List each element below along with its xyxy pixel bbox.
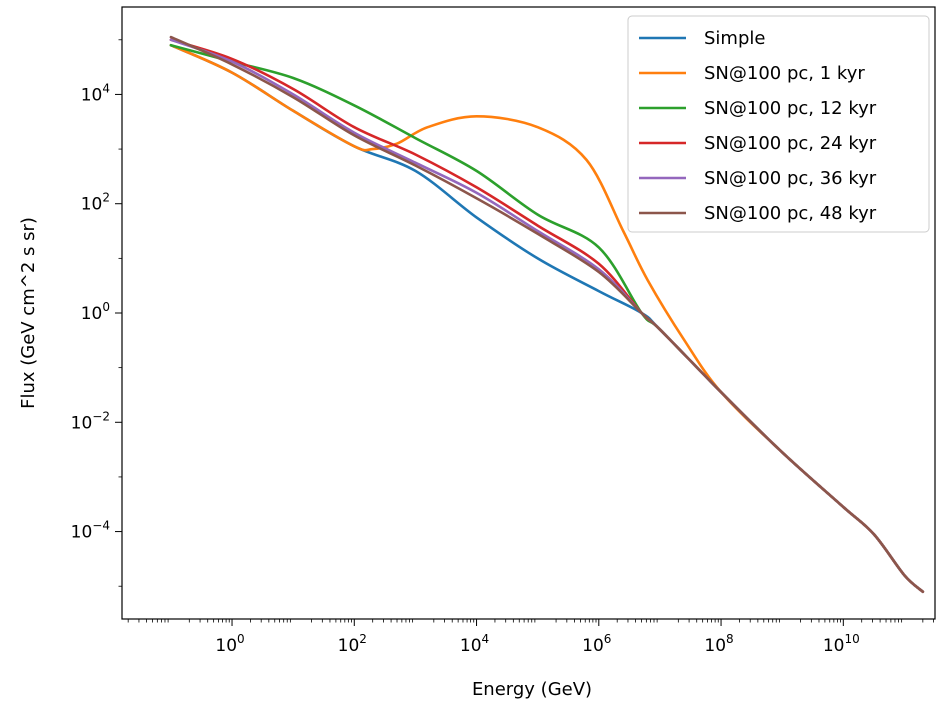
legend-entry-3: SN@100 pc, 24 kyr — [704, 133, 877, 154]
y-tick-label: 102 — [81, 191, 110, 215]
legend-entry-2: SN@100 pc, 12 kyr — [704, 98, 877, 119]
legend-entry-1: SN@100 pc, 1 kyr — [704, 63, 865, 84]
x-tick-label: 106 — [582, 632, 611, 656]
y-axis-ticks: 10−4 10−2 100 102 104 — [71, 39, 122, 587]
y-tick-label: 10−4 — [71, 519, 110, 543]
legend-entry-5: SN@100 pc, 48 kyr — [704, 203, 877, 224]
y-axis-label: Flux (GeV cm^2 s sr) — [18, 217, 39, 409]
legend-box — [627, 15, 930, 233]
y-tick-label: 100 — [81, 300, 110, 324]
series-line-5 — [169, 35, 925, 593]
x-axis-label: Energy (GeV) — [472, 679, 592, 700]
legend: Simple SN@100 pc, 1 kyr SN@100 pc, 12 kyr S… — [627, 15, 930, 233]
series-lines — [169, 35, 925, 593]
x-tick-label: 1010 — [823, 632, 860, 656]
legend-entry-0: Simple — [704, 28, 765, 49]
x-tick-label: 102 — [338, 632, 367, 656]
legend-entry-4: SN@100 pc, 36 kyr — [704, 168, 877, 189]
x-axis-ticks: 100 102 104 106 108 1010 — [127, 619, 935, 656]
y-tick-label: 10−2 — [71, 409, 110, 433]
y-tick-label: 104 — [81, 81, 110, 105]
x-tick-label: 100 — [215, 632, 244, 656]
x-tick-label: 108 — [704, 632, 733, 656]
x-tick-label: 104 — [460, 632, 489, 656]
plot-area: 100 102 104 106 108 1010 10−4 10−2 100 102 104 — [71, 6, 936, 656]
